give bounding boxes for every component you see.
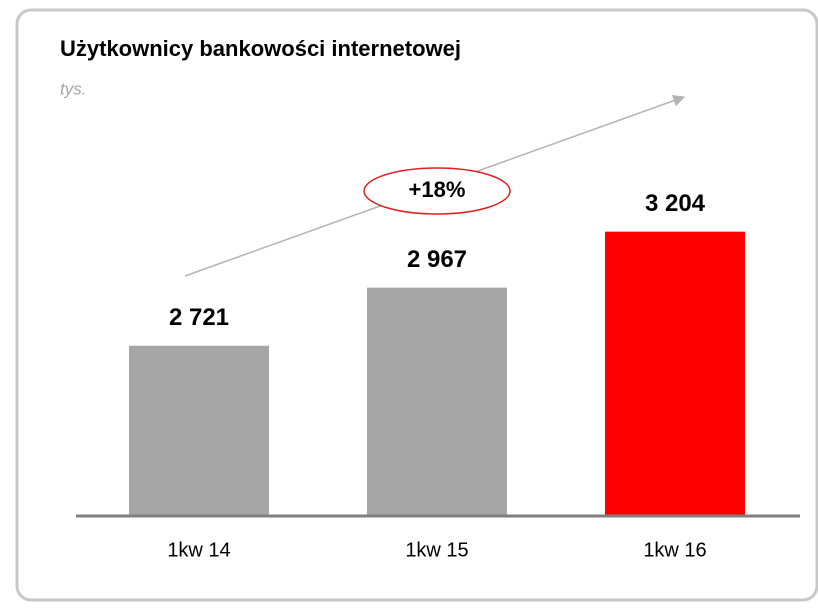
x-tick-label: 1kw 14 bbox=[167, 539, 230, 561]
x-tick-label: 1kw 15 bbox=[405, 539, 468, 561]
value-label: 2 721 bbox=[169, 304, 229, 331]
x-tick-label: 1kw 16 bbox=[643, 539, 706, 561]
value-label: 2 967 bbox=[407, 246, 467, 273]
annotation-ellipse bbox=[363, 167, 511, 215]
chart-title: Użytkownicy bankowości internetowej bbox=[60, 36, 461, 61]
annotation: +18% bbox=[409, 177, 466, 202]
bar bbox=[367, 287, 507, 516]
chart-subtitle: tys. bbox=[60, 79, 86, 98]
bar bbox=[605, 231, 745, 516]
value-label: 3 204 bbox=[645, 190, 706, 217]
bar bbox=[129, 345, 269, 516]
